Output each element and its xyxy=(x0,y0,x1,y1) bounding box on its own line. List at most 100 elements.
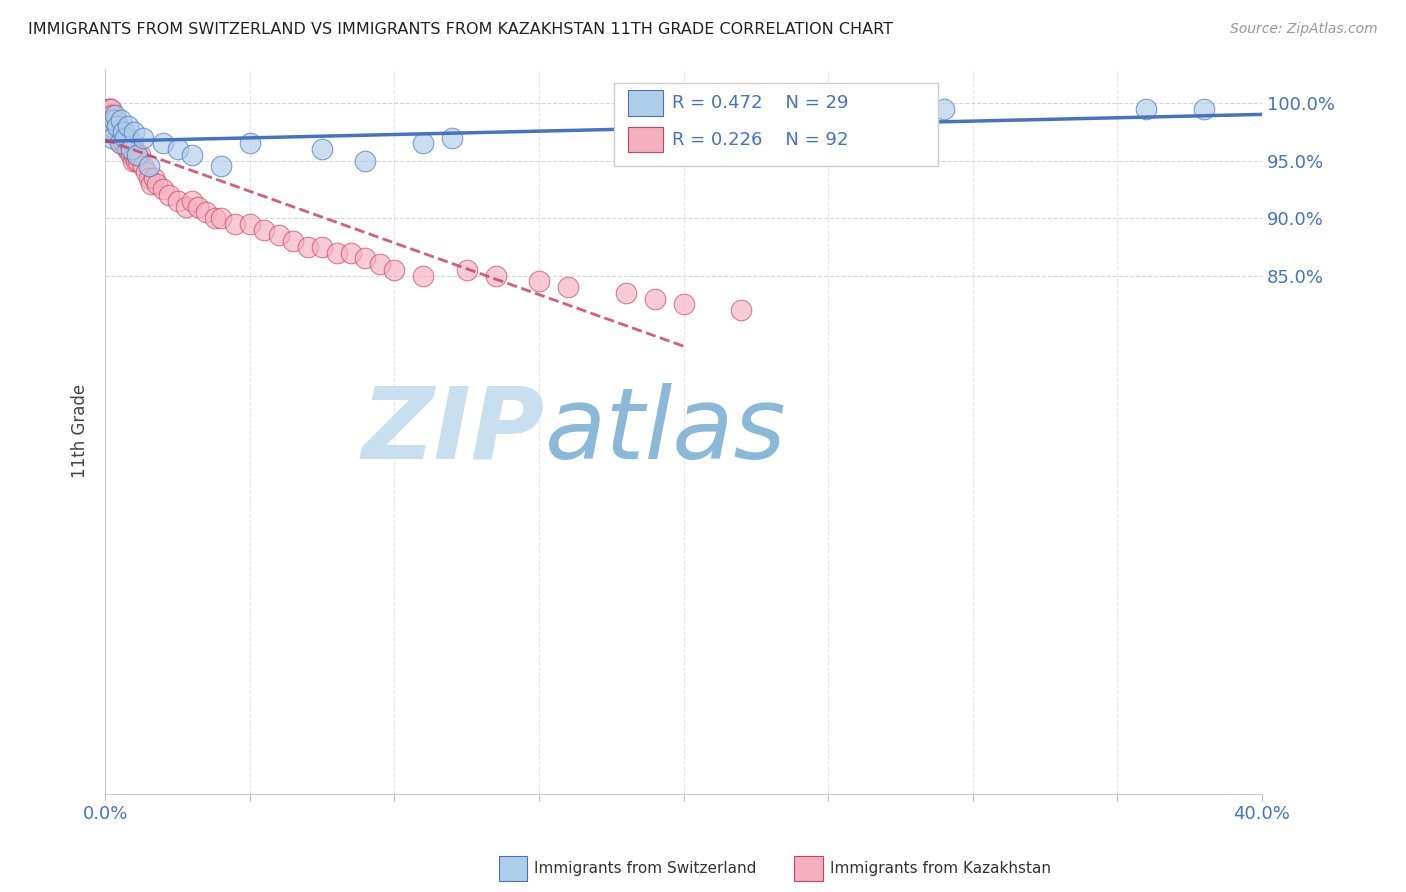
Point xyxy=(354,252,377,266)
Point xyxy=(311,240,333,254)
Point xyxy=(456,263,478,277)
Point xyxy=(132,130,155,145)
Point xyxy=(100,119,122,133)
Point xyxy=(117,119,139,133)
Point xyxy=(181,194,204,208)
Point xyxy=(114,136,136,151)
Point xyxy=(730,303,752,318)
Point xyxy=(97,107,120,121)
Point xyxy=(340,245,363,260)
Text: R = 0.226    N = 92: R = 0.226 N = 92 xyxy=(672,130,848,149)
Point xyxy=(96,125,118,139)
Point xyxy=(97,113,120,128)
Point xyxy=(412,268,434,283)
Point xyxy=(187,200,209,214)
Point xyxy=(209,211,232,226)
Point xyxy=(105,119,128,133)
Point xyxy=(283,234,305,248)
FancyBboxPatch shape xyxy=(628,127,662,152)
Point xyxy=(297,240,319,254)
Y-axis label: 11th Grade: 11th Grade xyxy=(72,384,89,478)
Point xyxy=(384,263,406,277)
Text: R = 0.472    N = 29: R = 0.472 N = 29 xyxy=(672,95,848,112)
Point xyxy=(166,194,188,208)
Point xyxy=(100,102,122,116)
Point xyxy=(96,107,118,121)
Point xyxy=(103,119,125,133)
Point xyxy=(117,136,139,151)
Point xyxy=(181,148,204,162)
Point xyxy=(135,165,157,179)
Point xyxy=(138,160,160,174)
Point xyxy=(104,125,127,139)
Point xyxy=(122,148,145,162)
Point xyxy=(157,188,180,202)
Point xyxy=(1135,102,1157,116)
Point xyxy=(132,160,155,174)
Point xyxy=(111,136,134,151)
Point xyxy=(239,136,262,151)
Point xyxy=(614,285,637,300)
Point xyxy=(100,125,122,139)
Point xyxy=(108,125,131,139)
Point xyxy=(195,205,218,219)
Point xyxy=(174,200,197,214)
Point xyxy=(143,170,166,185)
Point xyxy=(101,113,124,128)
Point xyxy=(118,130,141,145)
Point xyxy=(138,170,160,185)
Point xyxy=(100,113,122,128)
Point xyxy=(141,177,163,191)
Point xyxy=(672,297,695,311)
Point xyxy=(354,153,377,168)
Point xyxy=(97,119,120,133)
Point xyxy=(441,130,464,145)
Point xyxy=(101,107,124,121)
Point xyxy=(108,136,131,151)
Point xyxy=(107,130,129,145)
Point xyxy=(114,130,136,145)
Point xyxy=(115,130,138,145)
FancyBboxPatch shape xyxy=(628,90,662,116)
Point xyxy=(124,153,146,168)
Point xyxy=(152,182,174,196)
Point xyxy=(112,130,135,145)
Point xyxy=(110,113,132,128)
Point xyxy=(98,107,121,121)
Point xyxy=(325,245,347,260)
Point xyxy=(103,125,125,139)
Point xyxy=(311,142,333,156)
Point xyxy=(122,142,145,156)
Point xyxy=(118,136,141,151)
Point xyxy=(103,125,125,139)
Point xyxy=(97,102,120,116)
Point xyxy=(644,292,666,306)
Point xyxy=(209,160,232,174)
Point xyxy=(111,125,134,139)
Point xyxy=(103,113,125,128)
Point xyxy=(932,102,955,116)
Text: Immigrants from Switzerland: Immigrants from Switzerland xyxy=(534,862,756,876)
Point xyxy=(146,177,169,191)
Point xyxy=(98,119,121,133)
Point xyxy=(127,153,149,168)
Point xyxy=(484,268,506,283)
Point xyxy=(101,130,124,145)
Point xyxy=(101,119,124,133)
Point xyxy=(152,136,174,151)
Point xyxy=(204,211,226,226)
Point xyxy=(412,136,434,151)
Point xyxy=(120,142,142,156)
Point xyxy=(98,113,121,128)
Point xyxy=(224,217,246,231)
Point xyxy=(125,148,148,162)
Point xyxy=(166,142,188,156)
Point xyxy=(557,280,579,294)
Point xyxy=(96,119,118,133)
Text: ZIP: ZIP xyxy=(361,383,544,480)
Text: atlas: atlas xyxy=(544,383,786,480)
Point xyxy=(730,130,752,145)
Point xyxy=(1192,102,1215,116)
Text: Source: ZipAtlas.com: Source: ZipAtlas.com xyxy=(1230,22,1378,37)
Point xyxy=(253,222,276,236)
